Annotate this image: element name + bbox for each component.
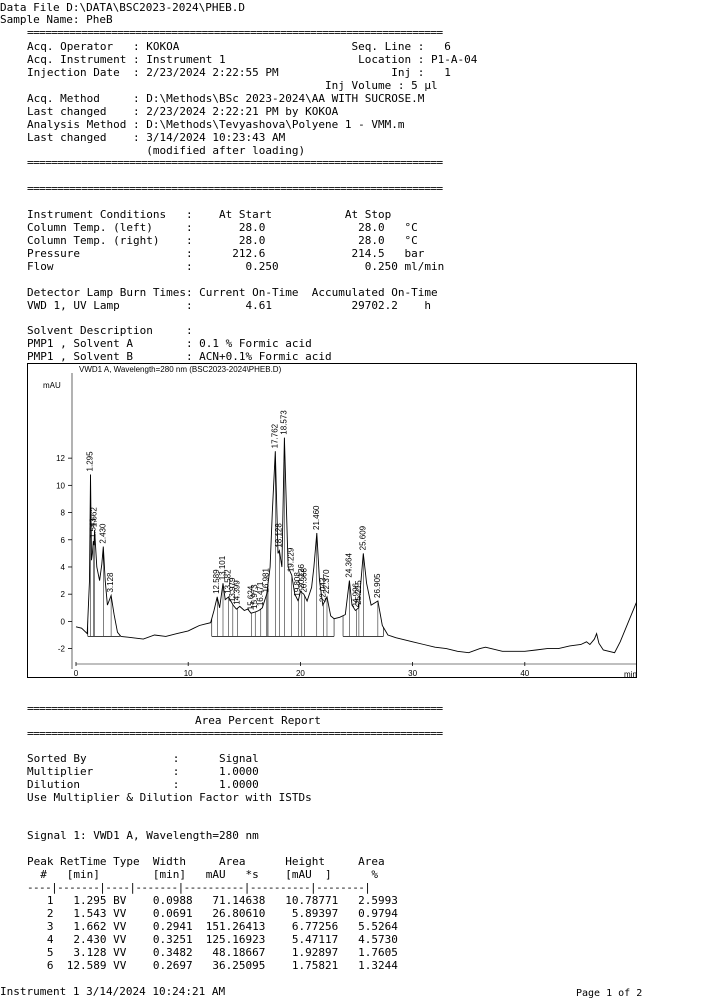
table-row: 1 1.295 BV 0.0988 71.14638 10.78771 2.59…: [27, 894, 398, 907]
conditions-line: Column Temp. (right) : 28.0 28.0 °C: [27, 234, 418, 247]
report-title: Area Percent Report: [195, 714, 321, 727]
peak-label: 25.609: [358, 525, 367, 550]
y-tick-label: -2: [58, 645, 66, 654]
report-setting: Multiplier : 1.0000: [27, 765, 259, 778]
conditions-line: Pressure : 212.6 214.5 bar: [27, 247, 425, 260]
acq-line: Acq. Instrument : Instrument 1 Location …: [27, 53, 478, 66]
conditions-line: Instrument Conditions : At Start At Stop: [27, 208, 392, 221]
peak-label: 12.589: [212, 569, 221, 594]
separator: ========================================…: [27, 728, 443, 740]
acq-line: Acq. Operator : KOKOA Seq. Line : 6: [27, 40, 451, 53]
table-header: # [min] [min] mAU *s [mAU ] %: [27, 868, 378, 881]
lamp-line: VWD 1, UV Lamp : 4.61 29702.2 h: [27, 299, 431, 312]
peak-label: 20.368: [300, 568, 309, 593]
conditions-line: Flow : 0.250 0.250 ml/min: [27, 260, 445, 273]
peak-label: 14.399: [233, 580, 242, 605]
table-row: 2 1.543 VV 0.0691 26.80610 5.89397 0.979…: [27, 907, 398, 920]
peak-label: 1.295: [86, 451, 95, 472]
y-tick-label: 12: [56, 454, 65, 463]
page-number: Page 1 of 2: [576, 988, 643, 999]
chart-frame: [27, 363, 637, 678]
peak-label: 18.128: [274, 523, 283, 548]
peak-label: 15.973: [250, 584, 259, 609]
y-tick-label: 10: [56, 481, 65, 490]
peak-label: 25.215: [354, 580, 363, 605]
peak-label: 13.979: [228, 577, 237, 602]
signal-trace: [75, 437, 637, 654]
table-row: 6 12.589 VV 0.2697 36.25095 1.75821 1.32…: [27, 959, 398, 972]
peak-label: 20.126: [297, 563, 306, 588]
table-row: 5 3.128 VV 0.3482 48.18667 1.92897 1.760…: [27, 946, 398, 959]
chart-title: VWD1 A, Wavelength=280 nm (BSC2023-2024\…: [79, 365, 282, 374]
x-tick-label: 20: [296, 669, 305, 678]
separator: ========================================…: [27, 157, 443, 169]
acq-line: Last changed : 3/14/2024 10:23:43 AM: [27, 131, 286, 144]
peak-label: 1.543: [88, 518, 97, 539]
table-row: 3 1.662 VV 0.2941 151.26413 6.77256 5.52…: [27, 920, 398, 933]
lamp-line: Detector Lamp Burn Times: Current On-Tim…: [27, 286, 438, 299]
peak-label: 22.043: [318, 577, 327, 602]
acq-line: Analysis Method : D:\Methods\Tevyashova\…: [27, 118, 405, 131]
signal-line: Signal 1: VWD1 A, Wavelength=280 nm: [27, 829, 259, 842]
chromatogram-chart: VWD1 A, Wavelength=280 nm (BSC2023-2024\…: [27, 363, 637, 678]
report-setting: Dilution : 1.0000: [27, 778, 259, 791]
solvent-line: PMP1 , Solvent A : 0.1 % Formic acid: [27, 337, 312, 350]
x-tick-label: 10: [184, 669, 193, 678]
report-setting: Sorted By : Signal: [27, 752, 259, 765]
y-tick-label: 4: [61, 563, 66, 572]
footer-left: Instrument 1 3/14/2024 10:24:21 AM: [0, 985, 226, 998]
sample-name-line: Sample Name: PheB: [0, 13, 113, 26]
table-header: Peak RetTime Type Width Area Height Area: [27, 855, 385, 868]
peak-label: 15.624: [246, 585, 255, 610]
y-tick-label: 8: [61, 509, 66, 518]
peak-label: 13.101: [218, 555, 227, 580]
separator: ========================================…: [27, 703, 443, 715]
separator: ========================================…: [27, 27, 443, 39]
x-tick-label: 30: [408, 669, 417, 678]
acq-line: (modified after loading): [27, 144, 306, 157]
peak-label: 16.471: [256, 581, 265, 606]
peak-label: 3.128: [106, 572, 115, 593]
acq-line: Last changed : 2/23/2024 2:22:21 PM by K…: [27, 105, 339, 118]
peak-label: 17.762: [270, 423, 279, 448]
peak-label: 19.808: [293, 572, 302, 597]
peak-label: 16.981: [262, 568, 271, 593]
x-axis-label: min: [624, 670, 637, 678]
peak-label: 26.905: [373, 573, 382, 598]
peak-label: 19.229: [287, 547, 296, 572]
conditions-line: Column Temp. (left) : 28.0 28.0 °C: [27, 221, 418, 234]
peak-label: 21.460: [312, 505, 321, 530]
x-tick-label: 40: [520, 669, 529, 678]
peak-label: 24.996: [351, 582, 360, 607]
y-tick-label: 2: [61, 590, 66, 599]
peak-label: 22.370: [322, 569, 331, 594]
peak-label: 24.364: [344, 553, 353, 578]
acq-line: Inj Volume : 5 µl: [27, 79, 438, 92]
y-tick-label: 0: [61, 617, 66, 626]
peak-label: 1.662: [90, 507, 99, 528]
solvent-line: PMP1 , Solvent B : ACN+0.1% Formic acid: [27, 350, 332, 363]
table-rule: ----|-------|----|-------|----------|---…: [27, 881, 371, 894]
x-tick-label: 0: [74, 669, 79, 678]
y-axis-label: mAU: [43, 381, 61, 390]
acq-line: Acq. Method : D:\Methods\BSc 2023-2024\A…: [27, 92, 425, 105]
solvent-line: Solvent Description :: [27, 324, 193, 337]
peak-label: 2.430: [98, 523, 107, 544]
report-setting: Use Multiplier & Dilution Factor with IS…: [27, 791, 312, 804]
peak-label: 18.573: [279, 410, 288, 435]
y-tick-label: 6: [61, 536, 66, 545]
acq-line: Injection Date : 2/23/2024 2:22:55 PM In…: [27, 66, 451, 79]
separator: ========================================…: [27, 183, 443, 195]
table-row: 4 2.430 VV 0.3251 125.16923 5.47117 4.57…: [27, 933, 398, 946]
peak-label: 13.582: [223, 569, 232, 594]
data-file-line: Data File D:\DATA\BSC2023-2024\PHEB.D: [0, 1, 246, 14]
